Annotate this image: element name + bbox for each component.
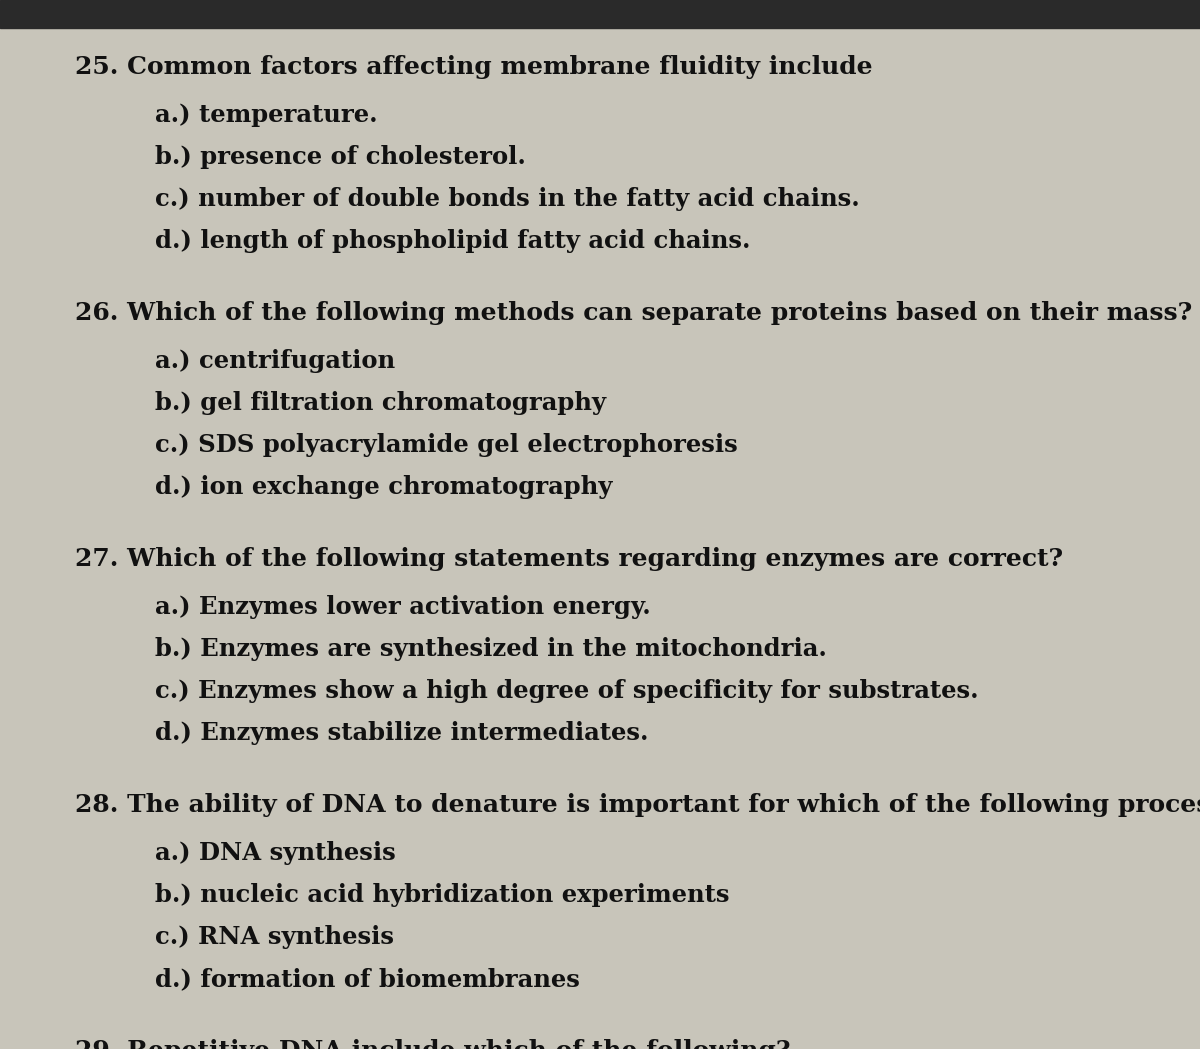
Text: d.) formation of biomembranes: d.) formation of biomembranes <box>155 967 580 991</box>
Text: a.) temperature.: a.) temperature. <box>155 103 378 127</box>
Text: d.) length of phospholipid fatty acid chains.: d.) length of phospholipid fatty acid ch… <box>155 229 750 253</box>
Text: b.) presence of cholesterol.: b.) presence of cholesterol. <box>155 145 526 169</box>
Text: 27. Which of the following statements regarding enzymes are correct?: 27. Which of the following statements re… <box>74 547 1063 571</box>
Text: c.) RNA synthesis: c.) RNA synthesis <box>155 925 394 949</box>
Text: 29. Repetitive DNA include which of the following?: 29. Repetitive DNA include which of the … <box>74 1039 791 1049</box>
Text: d.) ion exchange chromatography: d.) ion exchange chromatography <box>155 475 612 499</box>
Text: a.) Enzymes lower activation energy.: a.) Enzymes lower activation energy. <box>155 595 650 619</box>
Text: b.) Enzymes are synthesized in the mitochondria.: b.) Enzymes are synthesized in the mitoc… <box>155 637 827 661</box>
Text: d.) Enzymes stabilize intermediates.: d.) Enzymes stabilize intermediates. <box>155 721 648 745</box>
Text: b.) gel filtration chromatography: b.) gel filtration chromatography <box>155 391 606 415</box>
Bar <box>0 0 1200 28</box>
Text: a.) centrifugation: a.) centrifugation <box>155 349 395 373</box>
Text: 26. Which of the following methods can separate proteins based on their mass?: 26. Which of the following methods can s… <box>74 301 1193 325</box>
Text: 25. Common factors affecting membrane fluidity include: 25. Common factors affecting membrane fl… <box>74 55 872 79</box>
Text: c.) Enzymes show a high degree of specificity for substrates.: c.) Enzymes show a high degree of specif… <box>155 679 979 703</box>
Text: c.) SDS polyacrylamide gel electrophoresis: c.) SDS polyacrylamide gel electrophores… <box>155 433 738 457</box>
Text: b.) nucleic acid hybridization experiments: b.) nucleic acid hybridization experimen… <box>155 883 730 907</box>
Text: 28. The ability of DNA to denature is important for which of the following proce: 28. The ability of DNA to denature is im… <box>74 793 1200 817</box>
Text: a.) DNA synthesis: a.) DNA synthesis <box>155 841 396 865</box>
Text: c.) number of double bonds in the fatty acid chains.: c.) number of double bonds in the fatty … <box>155 187 859 211</box>
